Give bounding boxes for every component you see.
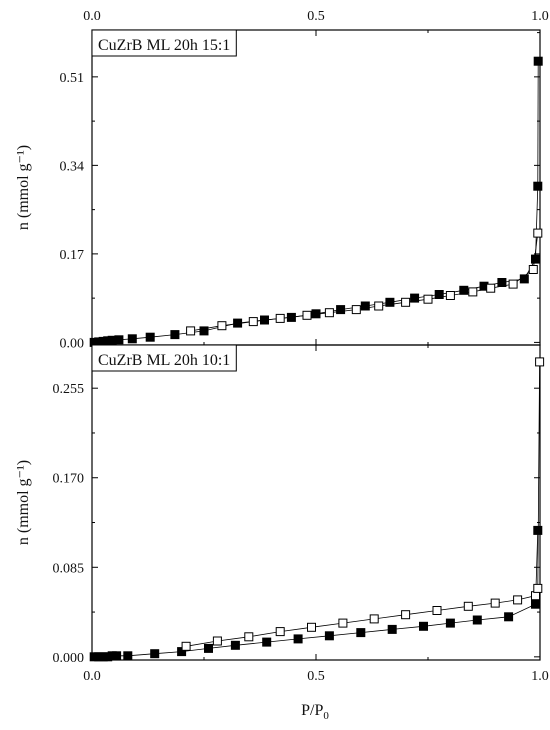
- open-point: [535, 357, 545, 367]
- series-line-1-1: [94, 61, 539, 343]
- open-point: [212, 636, 222, 646]
- data-marks: [89, 56, 545, 662]
- filled-point: [145, 332, 155, 342]
- filled-point: [434, 290, 444, 299]
- panel-frame-1: [91, 29, 541, 346]
- series-line-2-1: [94, 530, 539, 658]
- y-tick-label: 0.34: [60, 159, 85, 174]
- open-point: [369, 614, 379, 624]
- top-x-tick-label: 0.5: [307, 9, 325, 24]
- filled-point: [170, 330, 180, 340]
- y-tick-label: 0.000: [53, 651, 85, 666]
- open-point: [513, 595, 523, 605]
- y-tick-label: 0.00: [60, 336, 85, 351]
- bottom-x-tick-label: 0.0: [83, 669, 101, 684]
- top-x-tick-label: 0.0: [83, 9, 101, 24]
- open-point: [463, 601, 473, 611]
- bottom-x-tick-label: 1.0: [531, 669, 549, 684]
- y-tick-label: 0.255: [53, 382, 85, 397]
- open-point: [468, 287, 478, 297]
- open-point: [307, 622, 316, 632]
- axes-ticks: 0.00 0.17 0.34 0.51 0.000 0.085 0.170 0.255 0.0 0…: [53, 9, 549, 684]
- panel-label-2: CuZrB ML 20h 10:1: [98, 352, 230, 369]
- filled-point: [504, 612, 514, 622]
- filled-point: [533, 181, 543, 191]
- filled-point: [123, 651, 133, 661]
- bottom-x-tick-label: 0.5: [307, 669, 325, 684]
- open-point: [423, 294, 433, 304]
- panel-label-box-2: [91, 344, 237, 372]
- filled-point: [127, 334, 137, 344]
- filled-point: [472, 615, 482, 625]
- open-point: [490, 598, 500, 608]
- series-line-1-2: [190, 233, 539, 332]
- filled-point: [419, 621, 428, 631]
- y-tick-label: 0.17: [60, 248, 85, 263]
- x-axis-label: P/P0: [301, 702, 329, 722]
- filled-point: [112, 651, 122, 661]
- y-tick-label: 0.085: [53, 561, 85, 576]
- filled-point: [533, 525, 543, 535]
- open-point: [275, 627, 285, 637]
- filled-point: [356, 628, 366, 638]
- top-x-tick-label: 1.0: [531, 9, 549, 24]
- filled-point: [445, 618, 455, 628]
- filled-point: [533, 56, 543, 66]
- open-point: [508, 279, 518, 289]
- filled-point: [385, 297, 395, 307]
- axis-labels: P/P0 CuZrB ML 20h 15:1 n (mmol g⁻¹) CuZrB …: [15, 29, 329, 722]
- open-point: [401, 610, 411, 620]
- open-point: [338, 618, 348, 628]
- filled-point: [360, 301, 370, 311]
- y-tick-label: 0.170: [53, 472, 85, 487]
- filled-point: [531, 599, 540, 609]
- open-point: [217, 321, 227, 331]
- filled-point: [336, 305, 346, 315]
- open-point: [528, 265, 538, 274]
- filled-point: [150, 649, 160, 659]
- open-point: [432, 606, 442, 615]
- open-point: [445, 291, 455, 300]
- open-point: [374, 301, 384, 311]
- open-point: [244, 632, 254, 642]
- panel-frame-2: [91, 344, 541, 661]
- filled-point: [293, 634, 303, 644]
- filled-point: [199, 326, 209, 336]
- open-point: [533, 583, 543, 593]
- open-point: [533, 228, 543, 238]
- filled-point: [459, 285, 469, 295]
- open-point: [351, 305, 361, 315]
- open-point: [401, 297, 411, 307]
- filled-point: [387, 624, 397, 634]
- series-line-2-2: [186, 361, 540, 647]
- y-tick-label: 0.51: [60, 71, 85, 86]
- y-axis-label-2: n (mmol g⁻¹): [15, 460, 32, 545]
- open-point: [186, 326, 196, 336]
- filled-point: [324, 631, 334, 641]
- filled-point: [204, 643, 213, 653]
- filled-point: [531, 254, 540, 264]
- filled-point: [410, 293, 420, 303]
- filled-point: [114, 335, 124, 345]
- y-axis-label-1: n (mmol g⁻¹): [15, 145, 32, 230]
- panel-label-box-1: [91, 29, 237, 57]
- filled-point: [230, 640, 240, 650]
- open-point: [324, 308, 334, 318]
- open-point: [486, 283, 496, 293]
- open-point: [181, 641, 191, 651]
- open-point: [275, 313, 285, 323]
- open-point: [248, 317, 258, 327]
- filled-point: [262, 637, 272, 647]
- open-point: [302, 310, 312, 320]
- panel-label-1: CuZrB ML 20h 15:1: [98, 37, 230, 54]
